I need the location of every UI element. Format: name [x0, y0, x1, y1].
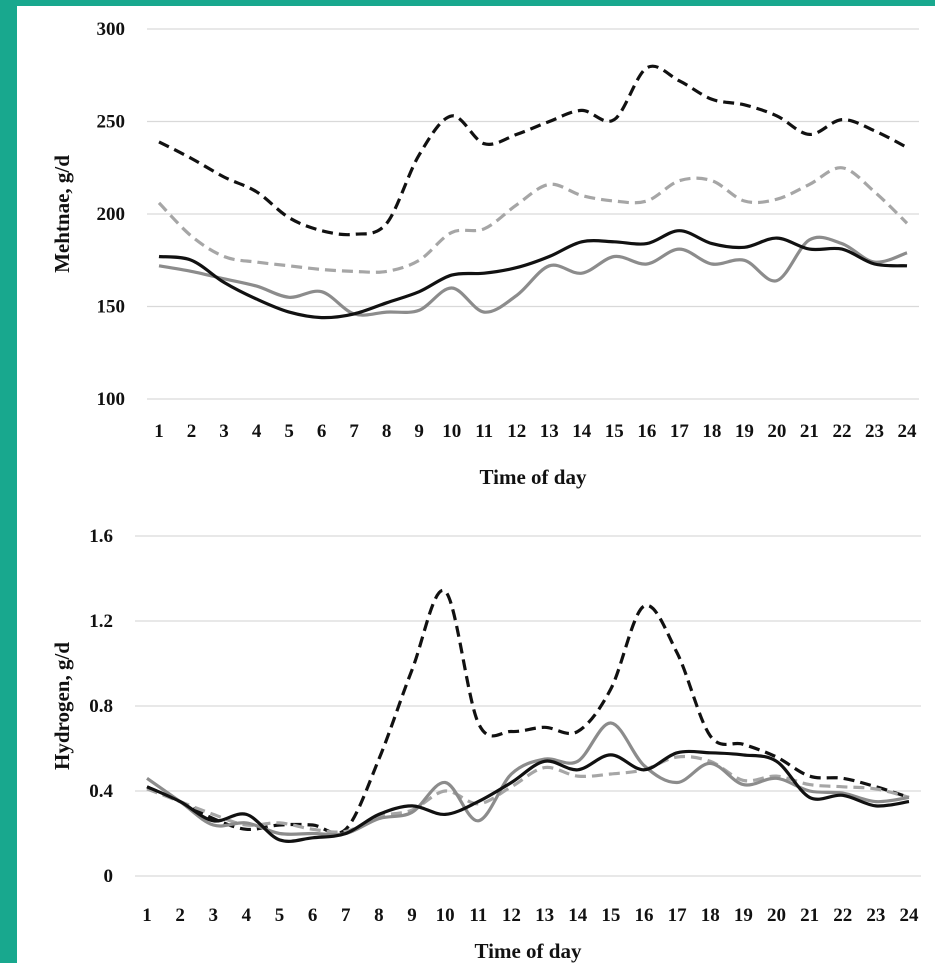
hydrogen-y-ticks: 0 0.4 0.8 1.2 1.6 [89, 526, 113, 887]
methane-series-line-2 [157, 166, 909, 274]
methane-x-tick-label: 5 [284, 421, 294, 442]
methane-x-tick-label: 20 [767, 421, 786, 442]
methane-x-tick-label: 22 [832, 421, 851, 442]
hydrogen-y-axis-label: Hydrogen, g/d [50, 642, 74, 770]
hydrogen-x-tick-label: 22 [833, 905, 852, 926]
hydrogen-gridlines [135, 535, 921, 877]
methane-y-tick-label: 250 [97, 112, 126, 133]
methane-x-tick-label: 3 [219, 421, 229, 442]
methane-x-tick-label: 19 [735, 421, 754, 442]
hydrogen-x-tick-label: 24 [900, 905, 920, 926]
hydrogen-y-tick-label: 0 [104, 866, 114, 887]
methane-x-tick-label: 16 [637, 421, 656, 442]
methane-x-tick-label: 13 [540, 421, 559, 442]
hydrogen-x-tick-label: 17 [668, 905, 688, 926]
hydrogen-x-tick-label: 2 [175, 905, 185, 926]
methane-x-tick-label: 7 [349, 421, 359, 442]
hydrogen-series-line-2 [146, 754, 910, 834]
hydrogen-x-tick-label: 7 [341, 905, 351, 926]
methane-y-tick-label: 300 [97, 19, 126, 40]
methane-y-tick-label: 150 [97, 297, 126, 318]
methane-x-tick-label: 18 [702, 421, 721, 442]
hydrogen-chart: 00.40.81.21.6 1 2 3 4 5 6 7 8 9 10 11 12 13 14 15 16 17 1… [50, 526, 921, 963]
hydrogen-x-tick-label: 16 [634, 905, 653, 926]
hydrogen-x-tick-label: 6 [308, 905, 318, 926]
methane-y-axis-label: Mehtnae, g/d [50, 155, 74, 273]
hydrogen-x-ticks: 1 2 3 4 5 6 7 8 9 10 11 12 13 14 15 16 17 18 19 20 21 22 23 24 [142, 905, 919, 926]
methane-x-axis-label: Time of day [480, 465, 587, 489]
methane-gridlines [147, 28, 919, 400]
methane-x-ticks: 1 2 3 4 5 6 7 8 9 10 11 12 13 14 15 16 17 18 19 20 21 22 23 24 [154, 421, 917, 442]
hydrogen-x-tick-label: 21 [800, 905, 819, 926]
methane-x-tick-label: 11 [475, 421, 493, 442]
methane-series-line-4 [158, 229, 908, 320]
hydrogen-series-line-3 [146, 721, 910, 837]
hydrogen-x-axis-label: Time of day [475, 939, 582, 963]
methane-y-ticks: 100 150 200 250 300 [97, 19, 126, 410]
hydrogen-x-tick-label: 11 [469, 905, 487, 926]
hydrogen-y-tick-label: 1.6 [89, 526, 113, 547]
methane-x-tick-label: 15 [605, 421, 624, 442]
hydrogen-x-tick-label: 18 [701, 905, 720, 926]
methane-x-tick-label: 21 [800, 421, 819, 442]
figure-panel: 100 150 200 250 300 1 2 3 4 5 6 7 8 9 10 11 12 13 14 15 16 1… [17, 6, 935, 963]
methane-x-tick-label: 24 [898, 421, 918, 442]
hydrogen-series-line-1 [146, 588, 910, 835]
hydrogen-x-tick-label: 1 [142, 905, 152, 926]
hydrogen-x-tick-label: 8 [374, 905, 384, 926]
hydrogen-x-tick-label: 12 [502, 905, 521, 926]
methane-series-line-3 [158, 235, 908, 317]
methane-x-tick-label: 8 [382, 421, 392, 442]
methane-x-tick-label: 9 [414, 421, 424, 442]
hydrogen-series [146, 588, 910, 843]
hydrogen-x-tick-label: 15 [601, 905, 620, 926]
hydrogen-x-tick-label: 3 [209, 905, 219, 926]
hydrogen-y-tick-label: 1.2 [89, 611, 113, 632]
hydrogen-x-tick-label: 14 [568, 905, 588, 926]
hydrogen-y-tick-label: 0.4 [89, 781, 113, 802]
methane-x-tick-label: 4 [252, 421, 262, 442]
hydrogen-x-tick-label: 13 [535, 905, 554, 926]
hydrogen-x-tick-label: 20 [767, 905, 786, 926]
hydrogen-x-tick-label: 4 [242, 905, 252, 926]
methane-x-tick-label: 17 [670, 421, 690, 442]
methane-y-tick-label: 200 [97, 204, 126, 225]
hydrogen-x-tick-label: 23 [866, 905, 885, 926]
hydrogen-x-tick-label: 5 [275, 905, 285, 926]
hydrogen-x-tick-label: 19 [734, 905, 753, 926]
methane-x-tick-label: 10 [442, 421, 461, 442]
methane-x-tick-label: 12 [507, 421, 526, 442]
methane-x-tick-label: 23 [865, 421, 884, 442]
hydrogen-x-tick-label: 9 [407, 905, 417, 926]
methane-y-tick-label: 100 [97, 389, 126, 410]
methane-x-tick-label: 2 [187, 421, 197, 442]
methane-x-tick-label: 1 [154, 421, 164, 442]
methane-x-tick-label: 6 [317, 421, 327, 442]
methane-series-line-1 [158, 64, 908, 237]
methane-x-tick-label: 14 [572, 421, 592, 442]
hydrogen-x-tick-label: 10 [436, 905, 455, 926]
hydrogen-y-tick-label: 0.8 [89, 696, 113, 717]
methane-series [157, 64, 909, 320]
hydrogen-series-line-4 [146, 749, 910, 843]
